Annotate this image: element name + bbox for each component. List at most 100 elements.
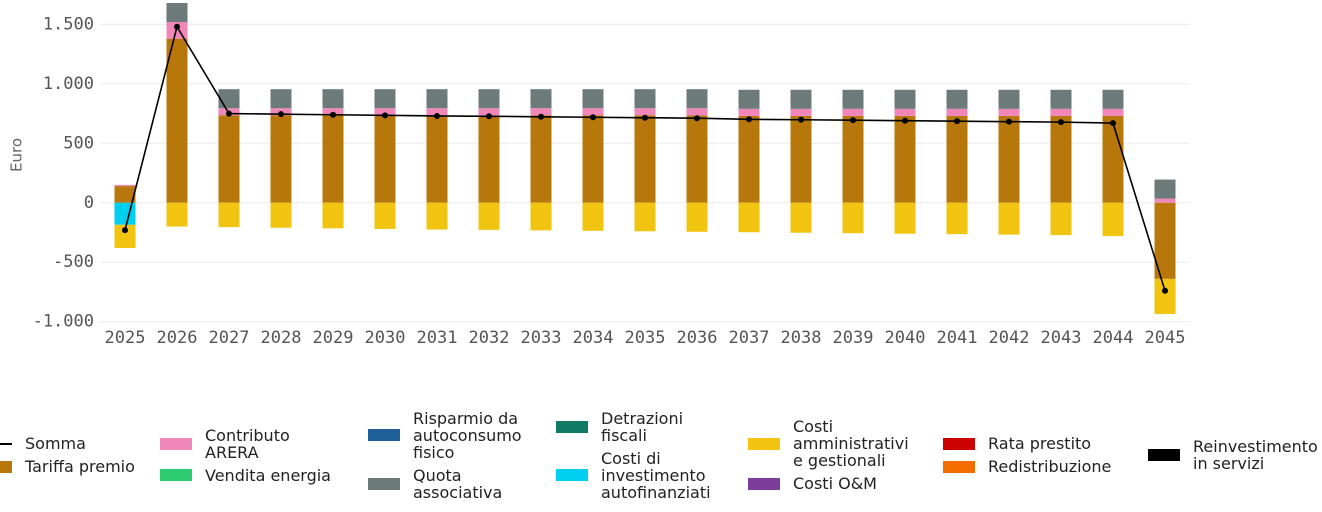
legend-marker	[1148, 449, 1180, 461]
bar-segment	[686, 115, 708, 203]
line-point	[1162, 287, 1168, 294]
bar-segment	[894, 89, 916, 109]
bar-segment	[1154, 198, 1176, 203]
line-point	[382, 112, 388, 119]
line-point	[226, 110, 232, 117]
legend-marker	[160, 437, 192, 450]
line-point	[954, 118, 960, 125]
line-point	[798, 116, 804, 123]
x-tick-label: 2039	[833, 328, 874, 348]
legend-marker	[368, 477, 400, 490]
bar-segment	[530, 89, 552, 109]
line-point	[642, 114, 648, 121]
legend-item: Somma	[0, 435, 135, 452]
bar-segment	[426, 202, 448, 230]
line-point	[122, 227, 128, 234]
x-tick-label: 2028	[261, 328, 302, 348]
bar-segment	[790, 115, 812, 203]
bar-segment	[374, 202, 396, 229]
legend-item: Rata prestito	[943, 435, 1111, 452]
bar-segment	[1102, 108, 1124, 116]
bar-segment	[374, 89, 396, 109]
bar-segment	[426, 108, 448, 116]
bar-segment	[686, 202, 708, 232]
bar-segment	[894, 115, 916, 203]
y-tick-label: 1.000	[43, 74, 94, 94]
bar-segment	[322, 202, 344, 229]
legend-item: Reinvestimento in servizi	[1148, 438, 1318, 472]
x-tick-label: 2032	[469, 328, 510, 348]
legend-item: Costi O&M	[748, 475, 909, 492]
bar-segment	[114, 184, 136, 187]
bar-segment	[530, 115, 552, 203]
bar-segment	[218, 115, 240, 203]
line-point	[330, 111, 336, 118]
legend-item: Risparmio da autoconsumo fisico	[368, 410, 522, 461]
legend-label: Costi di investimento autofinanziati	[601, 448, 711, 502]
legend-label: Rata prestito	[988, 434, 1092, 453]
bar-segment	[738, 108, 760, 116]
bar-segment	[738, 202, 760, 233]
bar-segment	[322, 115, 344, 203]
legend-marker	[160, 469, 192, 481]
legend-column: Rata prestito Redistribuzione	[943, 398, 1111, 512]
legend-item: Vendita energia	[160, 467, 331, 484]
bar-segment	[790, 202, 812, 233]
bar-segment	[790, 89, 812, 109]
bar-segment	[478, 108, 500, 116]
x-tick-label: 2026	[157, 328, 198, 348]
bar-segment	[738, 89, 760, 109]
legend: Somma Tariffa premio Contributo ARERA Vendi…	[0, 398, 1322, 512]
legend-marker	[748, 437, 780, 450]
bar-segment	[686, 108, 708, 116]
line-point	[850, 117, 856, 124]
bar-segment	[478, 115, 500, 203]
legend-label: Costi O&M	[793, 474, 877, 493]
legend-label: Vendita energia	[205, 465, 331, 485]
bar-segment	[1102, 115, 1124, 203]
legend-label: Reinvestimento in servizi	[1193, 437, 1318, 473]
bar-segment	[426, 115, 448, 203]
line-point	[746, 116, 752, 123]
x-tick-label: 2045	[1145, 328, 1186, 348]
line-point	[1058, 119, 1064, 126]
x-tick-label: 2042	[989, 328, 1030, 348]
bar-segment	[686, 89, 708, 109]
legend-item: Costi di investimento autofinanziati	[556, 450, 711, 501]
bar-segment	[374, 108, 396, 116]
x-tick-label: 2037	[729, 328, 770, 348]
bar-segment	[998, 115, 1020, 203]
legend-item: Costi amministrativi e gestionali	[748, 418, 909, 469]
bar-segment	[1050, 115, 1072, 203]
line-point	[538, 113, 544, 120]
bar-segment	[998, 108, 1020, 116]
legend-marker	[556, 469, 588, 481]
line-point	[590, 114, 596, 121]
chart: Euro -1.000 -500 0 500 1.000 1.500 2025 2026 202…	[8, 2, 1190, 348]
legend-column: Reinvestimento in servizi	[1148, 398, 1318, 512]
x-tick-label: 2038	[781, 328, 822, 348]
x-tick-label: 2041	[937, 328, 978, 348]
legend-column: Contributo ARERA Vendita energia	[160, 398, 331, 512]
legend-label: Quota associativa	[413, 465, 503, 502]
legend-label: Tariffa premio	[25, 457, 135, 476]
bar-segment	[1102, 202, 1124, 237]
line-point	[1006, 118, 1012, 125]
legend-marker	[556, 420, 588, 433]
x-tick-label: 2033	[521, 328, 562, 348]
legend-column: Costi amministrativi e gestionali Costi O…	[748, 398, 909, 512]
x-tick-label: 2034	[573, 328, 614, 348]
bar-segment	[270, 202, 292, 228]
bar-segment	[894, 202, 916, 234]
line-point	[1110, 120, 1116, 127]
bar-segment	[478, 202, 500, 230]
bar-segment	[842, 202, 864, 234]
legend-marker	[943, 437, 975, 450]
bar-segment	[166, 38, 188, 203]
legend-label: Costi amministrativi e gestionali	[793, 417, 909, 470]
bar-segment	[166, 2, 188, 22]
legend-label: Contributo ARERA	[205, 425, 290, 462]
legend-item: Redistribuzione	[943, 458, 1111, 475]
legend-marker	[368, 429, 400, 441]
